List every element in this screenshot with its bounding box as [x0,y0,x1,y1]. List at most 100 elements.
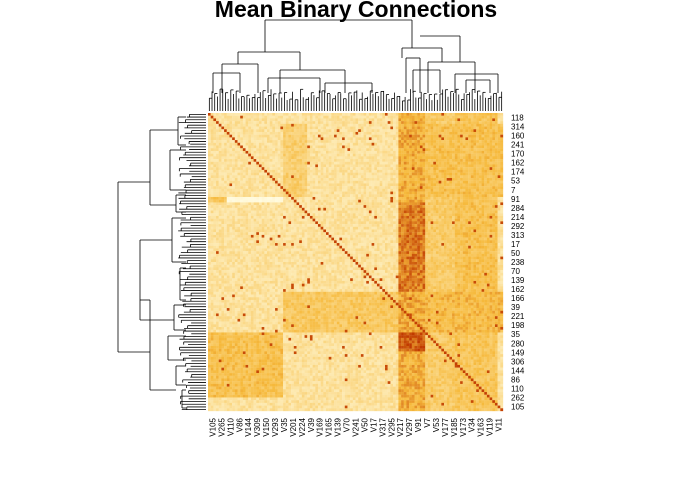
heatmap-cell [328,191,332,195]
heatmap-cell [312,191,316,195]
heatmap-cell [411,207,415,211]
heatmap-cell [444,126,447,130]
heatmap-cell [382,159,386,162]
heatmap-cell [481,196,485,200]
heatmap-cell [500,156,504,160]
heatmap-cell [454,123,458,127]
heatmap-cell [486,194,490,198]
heatmap-cell [208,196,211,200]
heatmap-cell [264,134,268,138]
heatmap-cell [406,180,410,184]
heatmap-cell [390,167,394,171]
heatmap-cell [317,188,321,192]
heatmap-cell [403,172,407,176]
heatmap-cell [395,180,399,184]
heatmap-cell [336,167,340,171]
heatmap-cell [291,221,294,225]
heatmap-cell [347,156,351,160]
heatmap-cell [218,169,222,173]
heatmap-cell [433,186,437,190]
heatmap-cell [312,123,316,127]
heatmap-cell [460,140,463,143]
heatmap-cell [234,207,238,211]
heatmap-cell [355,207,359,211]
heatmap-cell [323,161,327,165]
heatmap-cell [473,213,477,217]
heatmap-cell [315,183,319,187]
heatmap-cell [315,215,319,219]
heatmap-cell [462,215,466,219]
heatmap-cell [417,153,421,157]
heatmap-cell [494,202,498,206]
heatmap-cell [419,194,423,198]
heatmap-cell [293,118,297,122]
heatmap-cell [444,194,447,198]
heatmap-cell [430,175,434,179]
heatmap-cell [258,142,262,146]
heatmap-cell [267,113,270,116]
heatmap-cell [371,180,375,184]
heatmap-cell [234,134,238,138]
heatmap-cell [484,188,488,192]
heatmap-cell [452,134,455,138]
heatmap-cell [486,191,490,195]
heatmap-cell [406,161,410,165]
heatmap-cell [291,150,294,154]
heatmap-cell [387,134,391,138]
heatmap-cell [406,150,410,154]
heatmap-cell [484,113,488,116]
heatmap-cell [309,150,313,154]
heatmap-cell [441,126,445,130]
heatmap-cell [368,205,372,208]
heatmap-cell [395,224,399,227]
heatmap-cell [342,126,345,130]
heatmap-cell [470,202,474,206]
heatmap-cell [414,215,418,219]
heatmap-cell [342,196,345,200]
heatmap-cell [460,118,463,122]
heatmap-cell [224,172,227,176]
heatmap-cell [213,121,217,124]
heatmap-cell [425,161,429,165]
heatmap-cell [350,221,353,225]
heatmap-cell [216,218,219,222]
heatmap-cell [258,205,262,208]
heatmap-cell [379,113,383,116]
heatmap-cell [414,131,418,135]
heatmap-cell [438,194,442,198]
heatmap-cell [326,145,329,149]
heatmap-cell [476,126,480,130]
heatmap-cell [264,196,268,200]
heatmap-cell [492,196,496,200]
heatmap-cell [352,191,356,195]
heatmap-cell [403,118,407,122]
heatmap-cell [226,180,230,184]
heatmap-cell [500,213,504,217]
heatmap-cell [419,153,423,157]
heatmap-cell [379,215,383,219]
heatmap-cell [462,180,466,184]
heatmap-cell [293,131,297,135]
heatmap-cell [374,175,378,179]
heatmap-cell [433,134,437,138]
heatmap-cell [312,150,316,154]
heatmap-cell [462,194,466,198]
heatmap-cell [261,142,265,146]
heatmap-cell [438,164,442,168]
heatmap-cell [296,113,300,116]
heatmap-cell [339,169,343,173]
heatmap-cell [328,161,332,165]
heatmap-cell [393,113,396,116]
heatmap-cell [312,164,316,168]
heatmap-cell [393,137,396,141]
heatmap-cell [224,121,227,124]
heatmap-cell [398,175,402,179]
heatmap-cell [320,140,324,143]
heatmap-cell [460,167,463,171]
heatmap-cell [494,113,498,116]
heatmap-cell [218,183,222,187]
heatmap-cell [277,186,281,190]
heatmap-cell [460,172,463,176]
heatmap-cell [497,169,501,173]
heatmap-cell [331,205,335,208]
